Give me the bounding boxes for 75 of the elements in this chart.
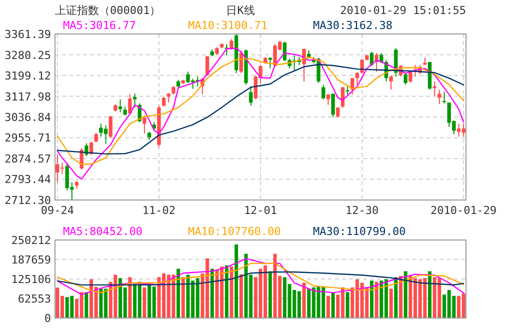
- x-tick-label: 12-01: [244, 204, 278, 217]
- y-tick-label: 3280.25: [4, 48, 51, 62]
- candlestick: [84, 142, 88, 157]
- bar: [394, 277, 398, 318]
- line-series: [56, 64, 464, 155]
- candlestick: [355, 72, 360, 86]
- candlestick: [331, 93, 335, 118]
- candlestick: [230, 38, 234, 50]
- y-tick-label: 2712.30: [4, 194, 51, 207]
- candlestick: [118, 98, 122, 113]
- y-tick-label: 62553: [18, 292, 51, 306]
- candlestick: [322, 84, 326, 100]
- candlestick: [128, 94, 132, 114]
- y-tick-label: 0: [44, 312, 51, 325]
- bar: [176, 268, 180, 318]
- x-tick-label: 2010-01-29: [430, 204, 497, 217]
- chart-title: 上证指数（000001）: [55, 4, 161, 17]
- candlestick: [404, 72, 408, 86]
- text: MA10:3100.71: [188, 19, 268, 32]
- bar: [346, 292, 350, 318]
- candlestick: [336, 107, 340, 118]
- text: 2010-01-29 15:01:55: [340, 4, 466, 17]
- candlestick: [248, 86, 253, 106]
- bar: [326, 296, 330, 318]
- text: MA30:3162.38: [313, 19, 392, 32]
- y-tick-label: 2874.57: [4, 152, 51, 166]
- bar: [234, 244, 238, 318]
- candlestick: [389, 75, 393, 90]
- bar: [389, 288, 393, 318]
- candlestick: [166, 92, 170, 104]
- chart-subtitle: 日K线: [226, 4, 255, 17]
- bar: [239, 274, 243, 318]
- candlestick: [162, 96, 166, 107]
- y-tick-label: 3361.39: [4, 28, 51, 41]
- candlestick: [442, 91, 446, 104]
- bar: [302, 282, 306, 318]
- candlestick: [432, 80, 436, 96]
- bar: [128, 277, 132, 318]
- text: MA30:110799.00: [313, 225, 406, 238]
- text: MA10:107760.00: [188, 225, 281, 238]
- bar: [142, 287, 146, 318]
- line-series: [56, 48, 464, 180]
- bar: [404, 271, 408, 318]
- candlestick: [302, 48, 306, 82]
- y-tick-label: 125106: [11, 273, 51, 286]
- bar: [181, 277, 185, 318]
- bar: [374, 282, 378, 318]
- y-tick-label: 2955.71: [4, 132, 51, 145]
- bar: [370, 280, 374, 318]
- y-tick-label: 2793.44: [4, 173, 52, 186]
- bar: [84, 292, 88, 318]
- candlestick: [108, 115, 112, 138]
- bar: [210, 268, 214, 318]
- x-tick-label: 12-30: [345, 204, 379, 217]
- text: MA5:80452.00: [63, 225, 142, 238]
- bar: [398, 276, 402, 318]
- bar: [230, 266, 234, 318]
- candlestick: [438, 89, 442, 105]
- y-tick-label: 3036.84: [4, 111, 52, 124]
- y-tick-label: 250212: [11, 234, 51, 247]
- y-tick-label: 3199.12: [4, 70, 51, 82]
- bar: [268, 271, 272, 318]
- candlestick: [132, 93, 137, 108]
- bar: [224, 265, 228, 318]
- bar: [428, 271, 432, 318]
- bar: [331, 292, 335, 318]
- candlestick: [94, 132, 98, 143]
- x-tick-label: 11-02: [142, 204, 176, 217]
- x-tick-label: 09-24: [40, 204, 74, 217]
- text: MA5:3016.77: [63, 19, 136, 32]
- y-tick-label: 3117.98: [4, 90, 51, 104]
- candlestick: [142, 115, 146, 134]
- candlestick: [408, 70, 412, 84]
- y-tick-label: 187659: [11, 254, 51, 266]
- line-series: [56, 271, 464, 286]
